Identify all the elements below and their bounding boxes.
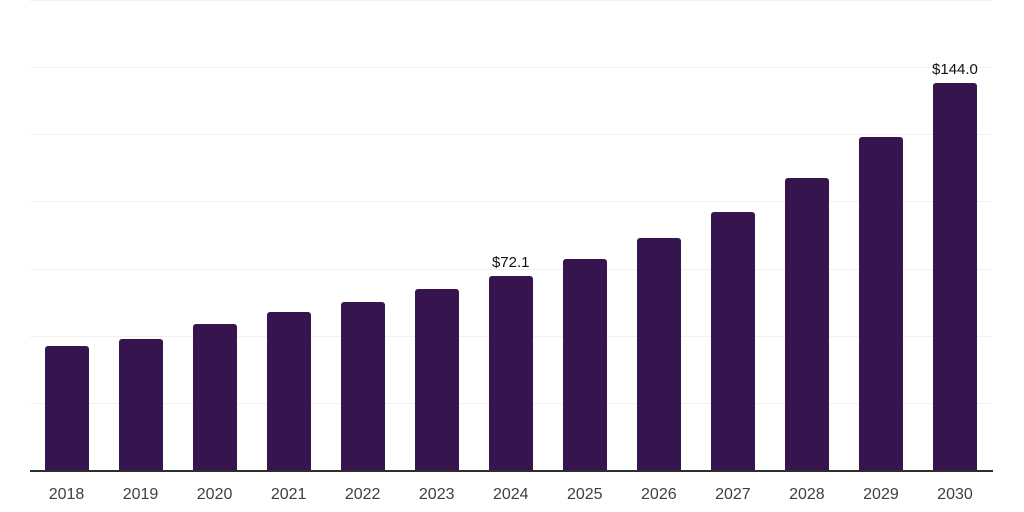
x-tick-label-2028: 2028 bbox=[789, 486, 825, 503]
bar-2025[interactable] bbox=[562, 259, 607, 470]
bar-2029[interactable] bbox=[858, 136, 903, 470]
x-tick-label-2025: 2025 bbox=[566, 486, 603, 503]
x-tick-label-2023: 2023 bbox=[418, 486, 455, 503]
x-tick-label-2021: 2021 bbox=[270, 486, 307, 503]
gridline bbox=[30, 201, 993, 203]
bar-2020[interactable] bbox=[192, 323, 237, 470]
bar-value-label-2024: $72.1 bbox=[491, 254, 530, 272]
bar-2026[interactable] bbox=[636, 237, 681, 470]
bar-2027[interactable] bbox=[710, 211, 755, 470]
gridline bbox=[30, 0, 993, 1]
bar-2022[interactable] bbox=[340, 301, 385, 470]
bar-2024[interactable] bbox=[488, 276, 533, 470]
bar-2023[interactable] bbox=[414, 289, 459, 470]
x-tick-label-2030: 2030 bbox=[937, 486, 973, 503]
x-tick-label-2027: 2027 bbox=[715, 486, 751, 503]
plot-area: $72.1 $144.0 bbox=[30, 0, 993, 470]
x-tick-label-2029: 2029 bbox=[863, 486, 899, 503]
x-tick-label-2022: 2022 bbox=[344, 486, 381, 503]
x-tick-label-2020: 2020 bbox=[196, 486, 233, 503]
bar-2021[interactable] bbox=[266, 311, 311, 470]
x-tick-label-2018: 2018 bbox=[48, 486, 85, 503]
bar-2030[interactable] bbox=[932, 83, 977, 470]
bar-2028[interactable] bbox=[784, 177, 829, 470]
gridline bbox=[30, 134, 993, 136]
bar-value-label-2030: $144.0 bbox=[932, 61, 978, 79]
x-tick-label-2019: 2019 bbox=[122, 486, 159, 503]
bar-2018[interactable] bbox=[44, 346, 89, 470]
bar-2019[interactable] bbox=[118, 339, 163, 470]
x-axis-line bbox=[30, 470, 993, 472]
x-tick-label-2024: 2024 bbox=[492, 486, 529, 503]
gridline bbox=[30, 67, 993, 69]
x-tick-label-2026: 2026 bbox=[641, 486, 677, 503]
